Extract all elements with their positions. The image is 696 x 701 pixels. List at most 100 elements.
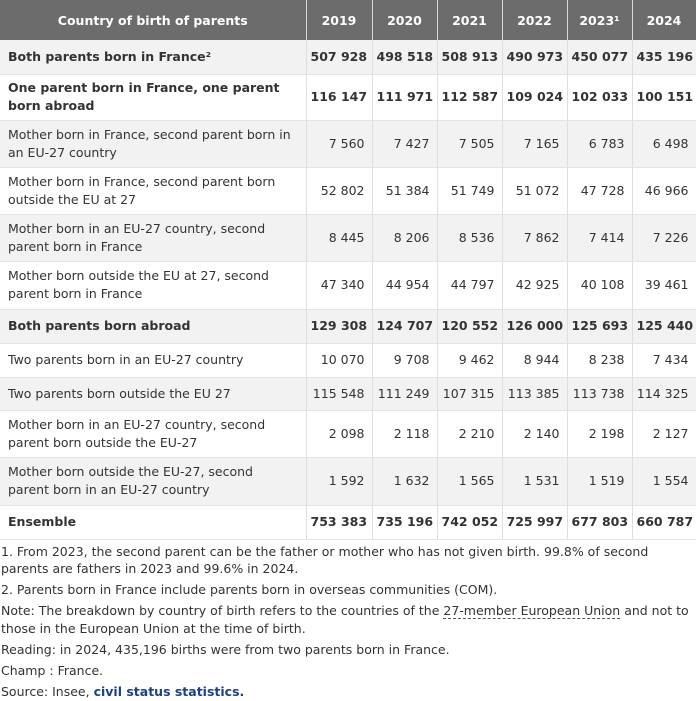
cell-value: 735 196 bbox=[372, 505, 438, 540]
cell-value: 112 587 bbox=[437, 74, 503, 121]
table-row: Mother born in an EU-27 country, second … bbox=[0, 214, 696, 262]
column-header: 2023¹ bbox=[567, 0, 633, 40]
cell-value: 2 098 bbox=[306, 410, 373, 458]
cell-value: 125 440 bbox=[632, 309, 696, 344]
cell-value: 1 632 bbox=[372, 457, 438, 506]
cell-value: 39 461 bbox=[632, 261, 696, 310]
table-row: Mother born in an EU-27 country, second … bbox=[0, 410, 696, 458]
cell-value: 660 787 bbox=[632, 505, 696, 540]
cell-value: 2 127 bbox=[632, 410, 696, 458]
table-row: Mother born outside the EU at 27, second… bbox=[0, 261, 696, 310]
cell-value: 9 462 bbox=[437, 343, 503, 378]
cell-value: 1 592 bbox=[306, 457, 373, 506]
cell-value: 129 308 bbox=[306, 309, 373, 344]
column-header: 2019 bbox=[306, 0, 373, 40]
cell-value: 1 531 bbox=[502, 457, 568, 506]
cell-value: 7 414 bbox=[567, 214, 633, 262]
cell-value: 490 973 bbox=[502, 40, 568, 75]
table-row: Mother born outside the EU-27, second pa… bbox=[0, 457, 696, 506]
cell-value: 1 565 bbox=[437, 457, 503, 506]
cell-value: 725 997 bbox=[502, 505, 568, 540]
cell-value: 498 518 bbox=[372, 40, 438, 75]
cell-value: 126 000 bbox=[502, 309, 568, 344]
table-row: One parent born in France, one parent bo… bbox=[0, 74, 696, 121]
note-link[interactable]: civil status statistics. bbox=[93, 683, 245, 699]
cell-value: 109 024 bbox=[502, 74, 568, 121]
cell-value: 435 196 bbox=[632, 40, 696, 75]
column-header: 2024 bbox=[632, 0, 696, 40]
cell-value: 47 340 bbox=[306, 261, 373, 310]
cell-value: 8 206 bbox=[372, 214, 438, 262]
cell-value: 2 118 bbox=[372, 410, 438, 458]
cell-value: 8 445 bbox=[306, 214, 373, 262]
cell-value: 7 165 bbox=[502, 120, 568, 168]
cell-value: 46 966 bbox=[632, 167, 696, 215]
cell-value: 2 210 bbox=[437, 410, 503, 458]
column-header: 2022 bbox=[502, 0, 568, 40]
cell-value: 120 552 bbox=[437, 309, 503, 344]
cell-value: 1 519 bbox=[567, 457, 633, 506]
note-text: 2. Parents born in France include parent… bbox=[1, 582, 498, 597]
cell-value: 42 925 bbox=[502, 261, 568, 310]
cell-value: 508 913 bbox=[437, 40, 503, 75]
cell-value: 8 944 bbox=[502, 343, 568, 378]
cell-value: 114 325 bbox=[632, 377, 696, 411]
note-text: Champ : France. bbox=[1, 662, 104, 678]
table-row: Two parents born outside the EU 27 115 54… bbox=[0, 377, 696, 411]
cell-value: 111 971 bbox=[372, 74, 438, 121]
cell-value: 51 072 bbox=[502, 167, 568, 215]
cell-value: 7 560 bbox=[306, 120, 373, 168]
table-row: Two parents born in an EU-27 country 10 0… bbox=[0, 343, 696, 378]
row-label: Both parents born in France² bbox=[0, 40, 307, 75]
row-label: Both parents born abroad bbox=[0, 309, 307, 344]
note: Champ : France. bbox=[1, 662, 696, 680]
cell-value: 44 954 bbox=[372, 261, 438, 310]
cell-value: 7 862 bbox=[502, 214, 568, 262]
cell-value: 677 803 bbox=[567, 505, 633, 540]
column-header: 2020 bbox=[372, 0, 438, 40]
cell-value: 8 536 bbox=[437, 214, 503, 262]
note: 1. From 2023, the second parent can be t… bbox=[1, 543, 696, 578]
cell-value: 450 077 bbox=[567, 40, 633, 75]
cell-value: 7 434 bbox=[632, 343, 696, 378]
note-text: and not to those in the European Union a… bbox=[1, 603, 689, 636]
cell-value: 100 151 bbox=[632, 74, 696, 121]
cell-value: 40 108 bbox=[567, 261, 633, 310]
cell-value: 1 554 bbox=[632, 457, 696, 506]
cell-value: 6 498 bbox=[632, 120, 696, 168]
cell-value: 44 797 bbox=[437, 261, 503, 310]
row-label: Two parents born in an EU-27 country bbox=[0, 343, 307, 378]
table-body: Both parents born in France² 507 928 498 5… bbox=[0, 40, 696, 540]
table-row: Ensemble 753 383 735 196 742 052 725 997 677 … bbox=[0, 505, 696, 540]
cell-value: 124 707 bbox=[372, 309, 438, 344]
cell-value: 47 728 bbox=[567, 167, 633, 215]
cell-value: 115 548 bbox=[306, 377, 373, 411]
table-row: Mother born in France, second parent bor… bbox=[0, 167, 696, 215]
cell-value: 742 052 bbox=[437, 505, 503, 540]
cell-value: 753 383 bbox=[306, 505, 373, 540]
note: Reading: in 2024, 435,196 births were fr… bbox=[1, 641, 696, 659]
row-label: One parent born in France, one parent bo… bbox=[0, 74, 307, 121]
cell-value: 113 738 bbox=[567, 377, 633, 411]
column-header: 2021 bbox=[437, 0, 503, 40]
cell-value: 2 140 bbox=[502, 410, 568, 458]
note-text: Reading: in 2024, 435,196 births were fr… bbox=[1, 641, 450, 657]
cell-value: 107 315 bbox=[437, 377, 503, 411]
cell-value: 111 249 bbox=[372, 377, 438, 411]
cell-value: 102 033 bbox=[567, 74, 633, 121]
note-text: Source: Insee, bbox=[1, 683, 94, 699]
cell-value: 7 427 bbox=[372, 120, 438, 168]
note-text: Note: The breakdown by country of birth … bbox=[1, 603, 444, 618]
note-link[interactable]: 27-member European Union bbox=[443, 603, 621, 619]
cell-value: 9 708 bbox=[372, 343, 438, 378]
column-header: Country of birth of parents bbox=[0, 0, 307, 40]
cell-value: 7 505 bbox=[437, 120, 503, 168]
note: 2. Parents born in France include parent… bbox=[1, 581, 696, 599]
cell-value: 116 147 bbox=[306, 74, 373, 121]
row-label: Mother born in an EU-27 country, second … bbox=[0, 214, 307, 262]
cell-value: 507 928 bbox=[306, 40, 373, 75]
header-row: Country of birth of parents 2019 2020 2021 2… bbox=[0, 0, 696, 40]
row-label: Mother born in France, second parent bor… bbox=[0, 167, 307, 215]
data-table: Country of birth of parents 2019 2020 2021 2… bbox=[0, 0, 696, 540]
row-label: Mother born outside the EU at 27, second… bbox=[0, 261, 307, 310]
